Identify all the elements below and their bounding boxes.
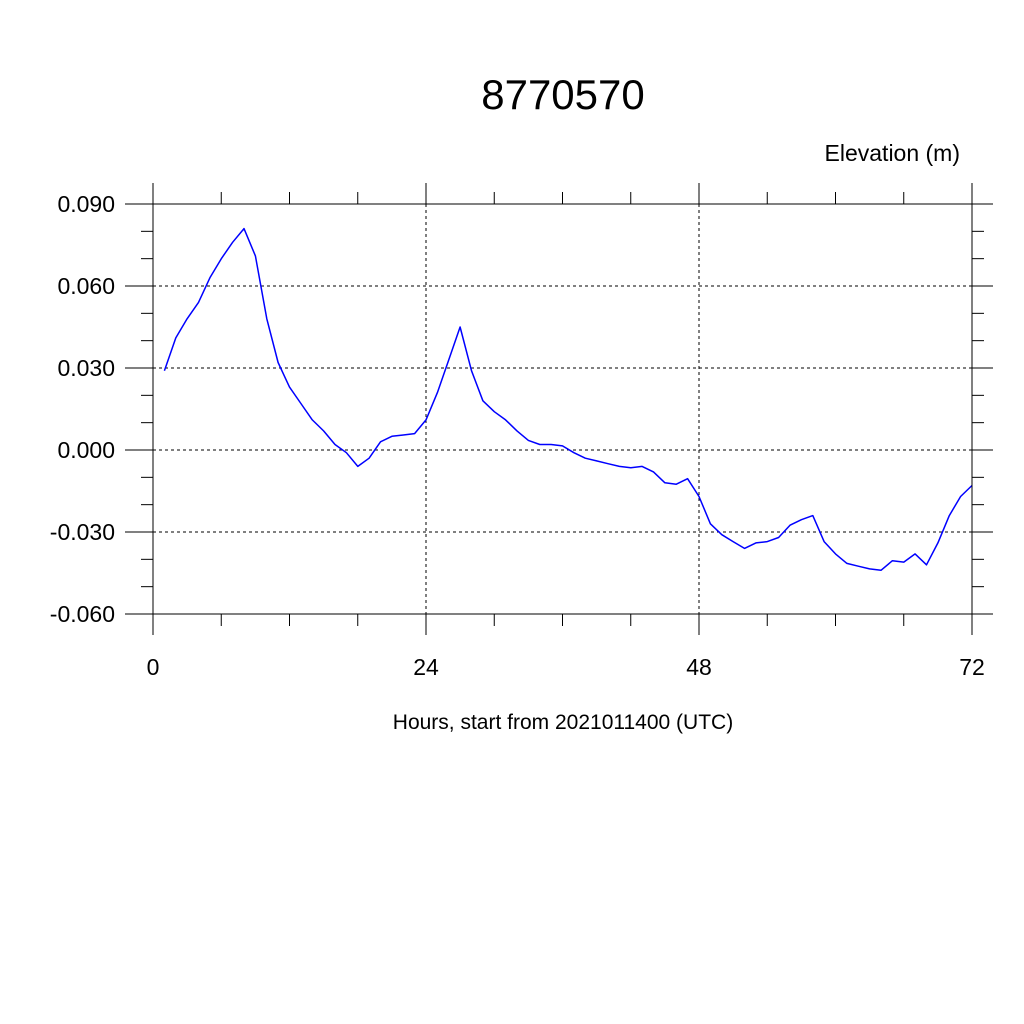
- y-tick-label: 0.060: [57, 273, 115, 299]
- plot-frame: [152, 203, 973, 615]
- grid-lines: [152, 203, 973, 615]
- series-line: [163, 227, 973, 572]
- y-tick-label: 0.030: [57, 355, 115, 381]
- chart-title: 8770570: [481, 71, 645, 118]
- y-axis-label: Elevation (m): [825, 140, 960, 166]
- series-layer: [163, 227, 973, 572]
- y-tick-label: -0.030: [50, 519, 115, 545]
- y-tick-label: 0.090: [57, 191, 115, 217]
- tick-labels: -0.060 -0.030 0.000 0.030 0.060 0.090 0 24 48 72: [50, 191, 985, 680]
- x-tick-label: 0: [147, 654, 160, 680]
- y-tick-label: -0.060: [50, 601, 115, 627]
- axis-ticks: [125, 183, 993, 635]
- y-tick-label: 0.000: [57, 437, 115, 463]
- x-tick-label: 72: [959, 654, 985, 680]
- x-tick-label: 48: [686, 654, 712, 680]
- x-tick-label: 24: [413, 654, 439, 680]
- x-axis-label: Hours, start from 2021011400 (UTC): [393, 711, 733, 734]
